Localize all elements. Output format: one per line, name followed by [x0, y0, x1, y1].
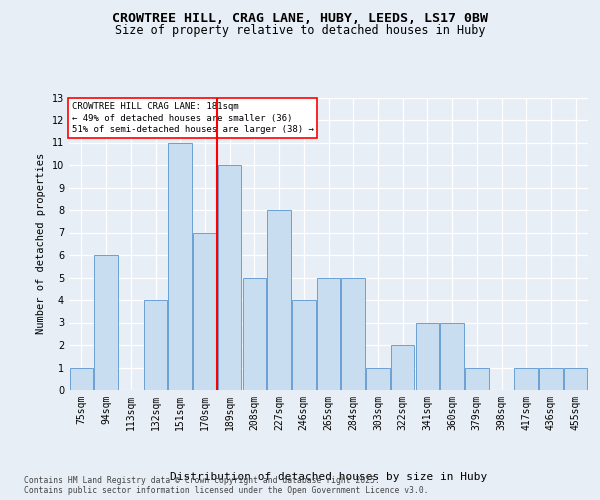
Bar [268, 210, 291, 390]
Bar [440, 322, 464, 390]
Text: CROWTREE HILL CRAG LANE: 181sqm
← 49% of detached houses are smaller (36)
51% of: CROWTREE HILL CRAG LANE: 181sqm ← 49% of… [71, 102, 313, 134]
Text: CROWTREE HILL, CRAG LANE, HUBY, LEEDS, LS17 0BW: CROWTREE HILL, CRAG LANE, HUBY, LEEDS, L… [112, 12, 488, 26]
Bar [564, 368, 587, 390]
Bar [292, 300, 316, 390]
Bar [70, 368, 93, 390]
Bar [416, 322, 439, 390]
Bar [465, 368, 488, 390]
Text: Size of property relative to detached houses in Huby: Size of property relative to detached ho… [115, 24, 485, 37]
Bar [242, 278, 266, 390]
Bar [514, 368, 538, 390]
Bar [317, 278, 340, 390]
Bar [366, 368, 389, 390]
Bar [539, 368, 563, 390]
Bar [193, 232, 217, 390]
Bar [341, 278, 365, 390]
Y-axis label: Number of detached properties: Number of detached properties [36, 153, 46, 334]
Bar [391, 345, 415, 390]
Bar [169, 142, 192, 390]
Text: Contains public sector information licensed under the Open Government Licence v3: Contains public sector information licen… [24, 486, 428, 495]
X-axis label: Distribution of detached houses by size in Huby: Distribution of detached houses by size … [170, 472, 487, 482]
Bar [218, 165, 241, 390]
Bar [144, 300, 167, 390]
Text: Contains HM Land Registry data © Crown copyright and database right 2025.: Contains HM Land Registry data © Crown c… [24, 476, 380, 485]
Bar [94, 255, 118, 390]
